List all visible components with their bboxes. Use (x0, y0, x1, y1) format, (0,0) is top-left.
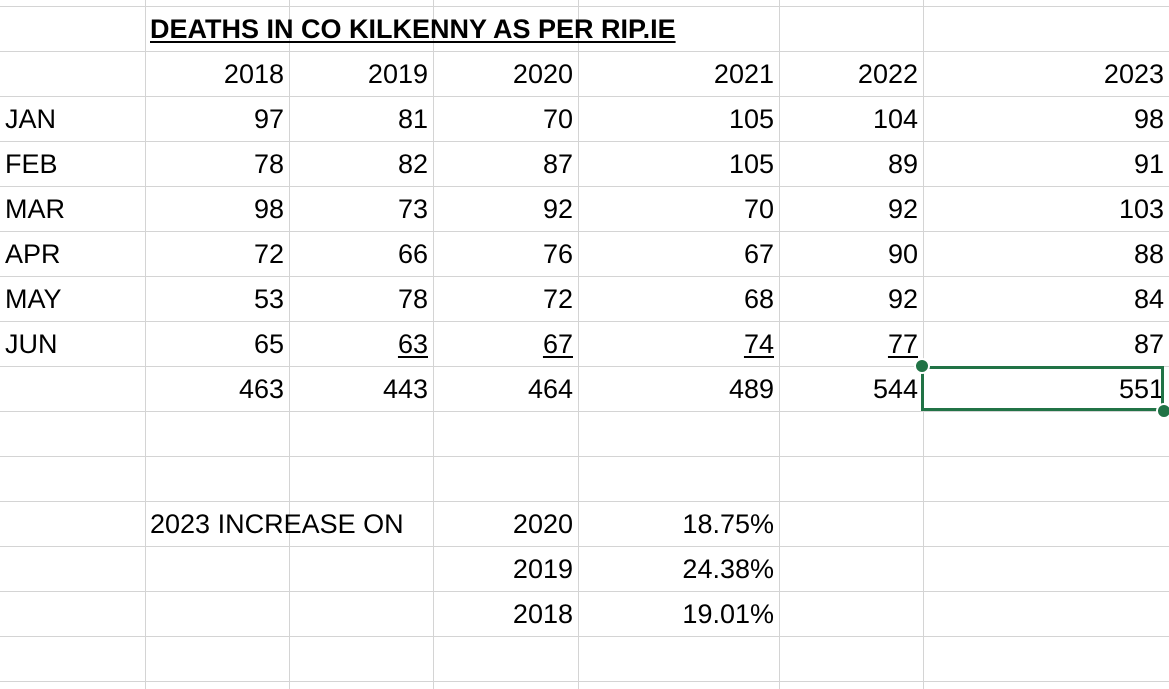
underlined-value: 67 (542, 329, 573, 359)
row-divider (0, 276, 1169, 277)
data-cell[interactable]: 53 (253, 284, 284, 314)
data-cell[interactable]: 65 (253, 329, 284, 359)
percent-increase-cell[interactable]: 24.38% (682, 554, 774, 584)
data-cell[interactable]: 92 (887, 194, 918, 224)
data-cell[interactable]: 98 (1133, 104, 1164, 134)
total-cell[interactable]: 489 (728, 374, 774, 404)
row-divider (0, 546, 1169, 547)
total-cell[interactable]: 544 (872, 374, 918, 404)
percent-increase-cell[interactable]: 19.01% (682, 599, 774, 629)
comparison-year-cell[interactable]: 2020 (512, 509, 573, 539)
increase-label[interactable]: 2023 INCREASE ON (150, 509, 404, 539)
column-divider (433, 0, 434, 689)
underlined-value: 77 (887, 329, 918, 359)
data-cell[interactable]: 63 (289, 321, 433, 366)
column-divider (289, 0, 290, 689)
data-cell[interactable]: 68 (743, 284, 774, 314)
row-divider (0, 456, 1169, 457)
row-divider (0, 231, 1169, 232)
row-divider (0, 186, 1169, 187)
row-divider (0, 411, 1169, 412)
data-cell[interactable]: 72 (253, 239, 284, 269)
row-divider (0, 501, 1169, 502)
data-cell[interactable]: 92 (887, 284, 918, 314)
row-divider (0, 681, 1169, 682)
year-header-cell[interactable]: 2019 (367, 59, 428, 89)
data-cell[interactable]: 77 (779, 321, 923, 366)
selection-handle-bottom-right[interactable] (1156, 403, 1169, 419)
data-cell[interactable]: 88 (1133, 239, 1164, 269)
year-header-cell[interactable]: 2022 (857, 59, 918, 89)
data-cell[interactable]: 87 (542, 149, 573, 179)
row-divider (0, 321, 1169, 322)
month-label-cell[interactable]: APR (5, 239, 61, 269)
data-cell[interactable]: 103 (1118, 194, 1164, 224)
row-divider (0, 6, 1169, 7)
month-label-cell[interactable]: MAR (5, 194, 65, 224)
data-cell[interactable]: 81 (397, 104, 428, 134)
data-cell[interactable]: 84 (1133, 284, 1164, 314)
column-divider (578, 0, 579, 689)
total-cell[interactable]: 464 (527, 374, 573, 404)
data-cell[interactable]: 78 (253, 149, 284, 179)
selection-handle-top-left[interactable] (914, 358, 930, 374)
underlined-value: 74 (743, 329, 774, 359)
column-divider (145, 0, 146, 689)
percent-increase-cell[interactable]: 18.75% (682, 509, 774, 539)
row-divider (0, 636, 1169, 637)
data-cell[interactable]: 76 (542, 239, 573, 269)
data-cell[interactable]: 105 (728, 104, 774, 134)
row-divider (0, 141, 1169, 142)
cell-selection-outline (921, 366, 1164, 411)
data-cell[interactable]: 73 (397, 194, 428, 224)
data-cell[interactable]: 105 (728, 149, 774, 179)
data-cell[interactable]: 98 (253, 194, 284, 224)
data-cell[interactable]: 72 (542, 284, 573, 314)
data-cell[interactable]: 74 (578, 321, 779, 366)
data-cell[interactable]: 92 (542, 194, 573, 224)
month-label-cell[interactable]: FEB (5, 149, 58, 179)
comparison-year-cell[interactable]: 2019 (512, 554, 573, 584)
data-cell[interactable]: 104 (872, 104, 918, 134)
comparison-year-cell[interactable]: 2018 (512, 599, 573, 629)
row-divider (0, 51, 1169, 52)
sheet-title[interactable]: DEATHS IN CO KILKENNY AS PER RIP.IE (150, 14, 676, 44)
year-header-cell[interactable]: 2023 (1103, 59, 1164, 89)
data-cell[interactable]: 91 (1133, 149, 1164, 179)
year-header-cell[interactable]: 2021 (713, 59, 774, 89)
total-cell[interactable]: 463 (238, 374, 284, 404)
data-cell[interactable]: 82 (397, 149, 428, 179)
column-divider (923, 0, 924, 689)
year-header-cell[interactable]: 2018 (223, 59, 284, 89)
row-divider (0, 591, 1169, 592)
month-label-cell[interactable]: JAN (5, 104, 57, 134)
month-label-cell[interactable]: MAY (5, 284, 62, 314)
data-cell[interactable]: 87 (1133, 329, 1164, 359)
data-cell[interactable]: 66 (397, 239, 428, 269)
year-header-cell[interactable]: 2020 (512, 59, 573, 89)
total-cell[interactable]: 443 (382, 374, 428, 404)
data-cell[interactable]: 78 (397, 284, 428, 314)
column-divider (779, 0, 780, 689)
data-cell[interactable]: 67 (743, 239, 774, 269)
total-cell-selected[interactable]: 551 (1118, 374, 1164, 404)
data-cell[interactable]: 70 (542, 104, 573, 134)
data-cell[interactable]: 97 (253, 104, 284, 134)
underlined-value: 63 (397, 329, 428, 359)
data-cell[interactable]: 90 (887, 239, 918, 269)
row-divider (0, 96, 1169, 97)
data-cell[interactable]: 89 (887, 149, 918, 179)
data-cell[interactable]: 70 (743, 194, 774, 224)
data-cell[interactable]: 67 (433, 321, 578, 366)
month-label-cell[interactable]: JUN (5, 329, 58, 359)
row-divider (0, 366, 1169, 367)
